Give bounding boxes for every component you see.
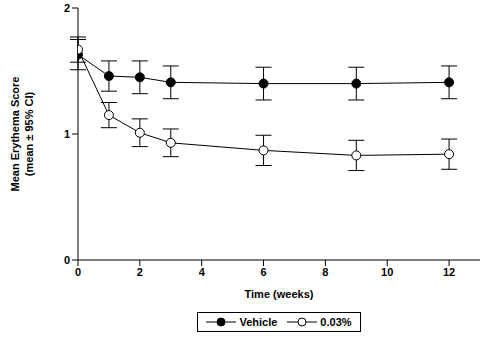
html-text:0.03%: 0.03% bbox=[320, 316, 352, 328]
svg-text:(mean ± 95% CI): (mean ± 95% CI) bbox=[23, 92, 35, 177]
svg-text:4: 4 bbox=[199, 266, 206, 278]
svg-text:Time (weeks): Time (weeks) bbox=[245, 288, 314, 300]
svg-text:2: 2 bbox=[64, 2, 70, 14]
html-text:Vehicle: Vehicle bbox=[239, 316, 278, 328]
svg-text:12: 12 bbox=[443, 266, 455, 278]
svg-text:0: 0 bbox=[64, 254, 70, 266]
svg-text:1: 1 bbox=[64, 128, 70, 140]
svg-text:2: 2 bbox=[137, 266, 143, 278]
svg-text:6: 6 bbox=[260, 266, 266, 278]
svg-text:8: 8 bbox=[322, 266, 328, 278]
svg-text:0: 0 bbox=[75, 266, 81, 278]
svg-text:10: 10 bbox=[381, 266, 393, 278]
svg-text:Mean Erythema Score: Mean Erythema Score bbox=[9, 77, 21, 192]
